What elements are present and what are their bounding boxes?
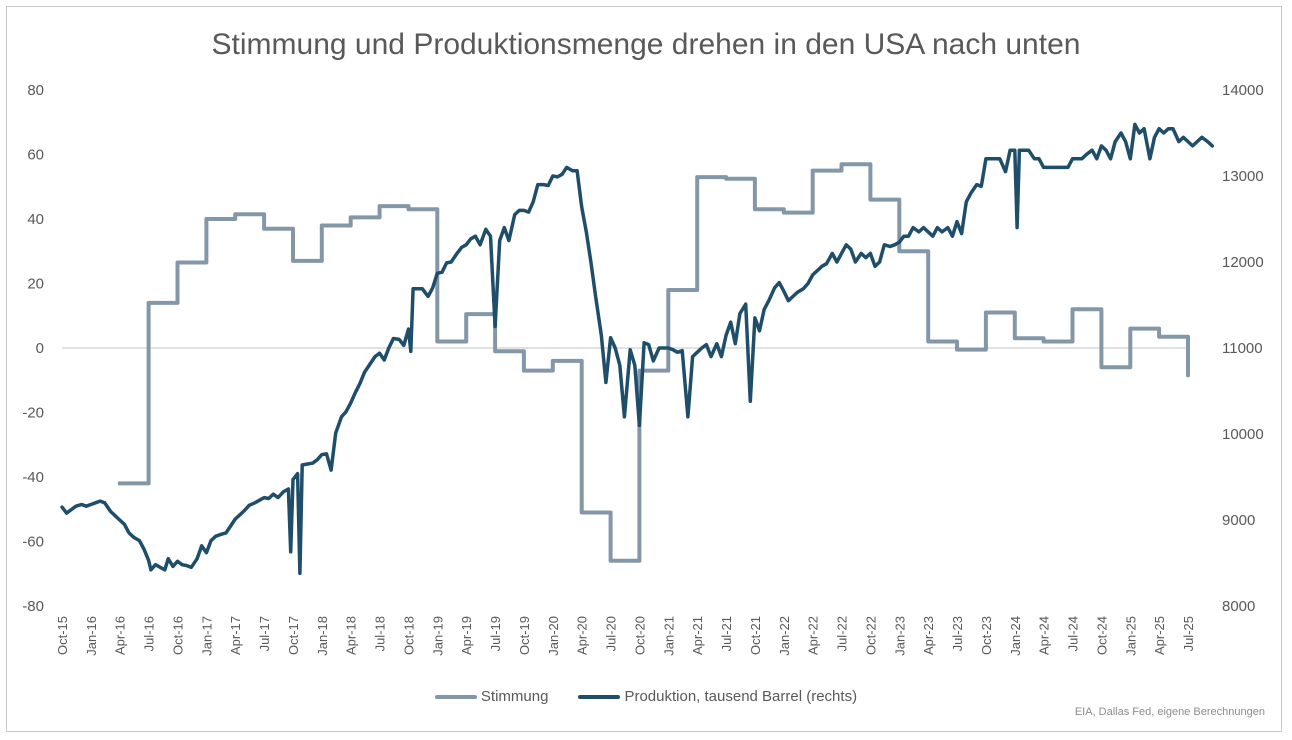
x-tick-label: Jan-19: [430, 616, 445, 656]
x-tick-label: Oct-22: [863, 616, 878, 655]
x-tick-label: Apr-23: [921, 616, 936, 655]
x-tick-label: Jul-24: [1066, 616, 1081, 651]
x-tick-label: Apr-24: [1037, 616, 1052, 655]
x-axis: Oct-15 Jan-16 Apr-16 Jul-16 Oct-16 Jan-17 Apr-…: [55, 616, 1196, 656]
x-tick-label: Jan-24: [1008, 616, 1023, 656]
x-tick-label: Oct-20: [632, 616, 647, 655]
y-left-tick-label: -80: [22, 598, 44, 615]
legend-item-stimmung: Stimmung: [434, 688, 549, 705]
x-tick-label: Jul-23: [950, 616, 965, 651]
x-tick-label: Oct-24: [1094, 616, 1109, 655]
x-tick-label: Oct-19: [517, 616, 532, 655]
x-tick-label: Jan-21: [661, 616, 676, 656]
x-tick-label: Apr-20: [575, 616, 590, 655]
x-tick-label: Jan-25: [1123, 616, 1138, 656]
x-tick-label: Jul-20: [604, 616, 619, 651]
x-tick-label: Oct-23: [979, 616, 994, 655]
x-tick-label: Apr-16: [113, 616, 128, 655]
x-tick-label: Jan-23: [892, 616, 907, 656]
x-tick-label: Oct-15: [55, 616, 70, 655]
y-left-tick-label: 0: [36, 340, 44, 357]
legend: Stimmung Produktion, tausend Barrel (rec…: [0, 688, 1292, 705]
x-tick-label: Jul-25: [1181, 616, 1196, 651]
y-left-tick-label: -60: [22, 534, 44, 551]
x-tick-label: Jul-18: [373, 616, 388, 651]
y-right-tick-label: 8000: [1222, 598, 1255, 615]
chart-title: Stimmung und Produktionsmenge drehen in …: [211, 28, 1081, 61]
x-tick-label: Jan-20: [546, 616, 561, 656]
source-note: EIA, Dallas Fed, eigene Berechnungen: [1074, 706, 1265, 718]
x-tick-label: Jul-22: [835, 616, 850, 651]
x-tick-label: Oct-18: [401, 616, 416, 655]
x-tick-label: Jul-19: [488, 616, 503, 651]
x-tick-label: Apr-18: [344, 616, 359, 655]
y-left-tick-label: -40: [22, 469, 44, 486]
x-tick-label: Apr-25: [1152, 616, 1167, 655]
y-left-tick-label: 40: [27, 211, 44, 228]
y-axis-right: 14000 13000 12000 11000 10000 9000 8000: [1222, 82, 1264, 615]
x-tick-label: Jan-18: [315, 616, 330, 656]
y-right-tick-label: 13000: [1222, 168, 1264, 185]
x-tick-label: Jan-22: [777, 616, 792, 656]
x-tick-label: Jul-17: [257, 616, 272, 651]
y-right-tick-label: 14000: [1222, 82, 1264, 99]
y-right-tick-label: 9000: [1222, 512, 1255, 529]
y-right-tick-label: 10000: [1222, 426, 1264, 443]
series-line-produktion: [60, 122, 1215, 576]
x-tick-label: Jan-16: [84, 616, 99, 656]
y-left-tick-label: 20: [27, 276, 44, 293]
x-tick-label: Jan-17: [199, 616, 214, 656]
x-tick-label: Oct-17: [286, 616, 301, 655]
x-tick-label: Apr-22: [806, 616, 821, 655]
x-tick-label: Apr-19: [459, 616, 474, 655]
y-left-tick-label: -20: [22, 405, 44, 422]
y-left-tick-label: 60: [27, 147, 44, 164]
legend-swatch-produktion: [578, 694, 621, 699]
x-tick-label: Apr-17: [228, 616, 243, 655]
y-left-tick-label: 80: [27, 82, 44, 99]
x-tick-label: Oct-21: [748, 616, 763, 655]
legend-item-produktion: Produktion, tausend Barrel (rechts): [578, 688, 857, 705]
legend-swatch-stimmung: [434, 694, 477, 699]
x-tick-label: Apr-21: [690, 616, 705, 655]
y-right-tick-label: 11000: [1222, 340, 1263, 357]
series-line-stimmung: [117, 162, 1190, 563]
x-tick-label: Oct-16: [170, 616, 185, 655]
legend-label-stimmung: Stimmung: [480, 688, 549, 705]
legend-label-produktion: Produktion, tausend Barrel (rechts): [624, 688, 858, 705]
x-tick-label: Jul-21: [719, 616, 734, 651]
y-axis-left: 80 60 40 20 0 -20 -40 -60 -80: [22, 82, 44, 615]
series-lines: [60, 122, 1215, 576]
y-right-tick-label: 12000: [1222, 254, 1264, 271]
x-tick-label: Jul-16: [142, 616, 157, 651]
